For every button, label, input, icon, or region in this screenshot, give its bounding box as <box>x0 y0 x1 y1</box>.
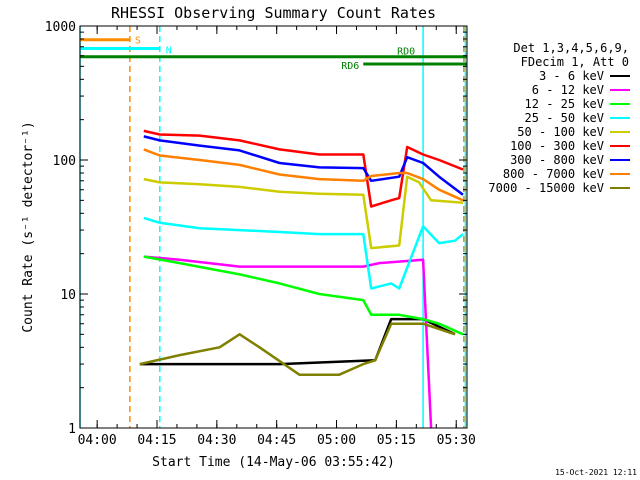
plot-frame <box>79 25 468 429</box>
x-tick-label-0: 04:00 <box>78 433 117 448</box>
legend-label-2: 12 - 25 keV <box>525 97 604 111</box>
y-tick-label-100: 100 <box>53 154 76 169</box>
legend-label-8: 7000 - 15000 keV <box>488 181 604 195</box>
chart-title: RHESSI Observing Summary Count Rates <box>111 4 436 22</box>
legend-label-1: 6 - 12 keV <box>532 83 604 97</box>
legend-header-1: FDecim 1, Att 0 <box>521 55 629 69</box>
flag-label-n: N <box>166 45 172 56</box>
footer-date: 15-Oct-2021 12:11 <box>555 468 637 477</box>
x-tick-label-6: 05:30 <box>437 433 476 448</box>
legend-header-0: Det 1,3,4,5,6,9, <box>513 41 629 55</box>
series-line-8 <box>139 322 456 376</box>
flag-label-rd0: RD0 <box>397 47 415 58</box>
series-line-1 <box>143 255 433 429</box>
x-tick-label-2: 04:30 <box>197 433 236 448</box>
x-tick-label-3: 04:45 <box>257 433 296 448</box>
series-line-4 <box>143 175 464 250</box>
y-tick-label-1000: 1000 <box>45 20 76 35</box>
legend-label-4: 50 - 100 keV <box>517 125 604 139</box>
y-axis-label: Count Rate (s⁻¹ detector⁻¹) <box>21 121 36 332</box>
x-tick-label-1: 04:15 <box>137 433 176 448</box>
legend-label-0: 3 - 6 keV <box>539 69 604 83</box>
series-line-7 <box>143 148 464 202</box>
legend-label-7: 800 - 7000 keV <box>503 167 604 181</box>
series-line-2 <box>143 255 464 336</box>
y-tick-label-10: 10 <box>60 288 76 303</box>
x-axis-label: Start Time (14-May-06 03:55:42) <box>152 455 395 470</box>
series-line-0 <box>139 317 456 366</box>
flag-label-s: S <box>135 36 141 47</box>
x-tick-label-5: 05:15 <box>377 433 416 448</box>
y-tick-label-1: 1 <box>68 422 76 437</box>
legend-label-5: 100 - 300 keV <box>510 139 604 153</box>
legend-label-3: 25 - 50 keV <box>525 111 604 125</box>
series-line-5 <box>143 129 464 208</box>
flag-label-rd6: RD6 <box>341 61 359 72</box>
legend-label-6: 300 - 800 keV <box>510 153 604 167</box>
series-line-6 <box>143 135 464 196</box>
series-line-3 <box>143 216 464 290</box>
x-tick-label-4: 05:00 <box>317 433 356 448</box>
